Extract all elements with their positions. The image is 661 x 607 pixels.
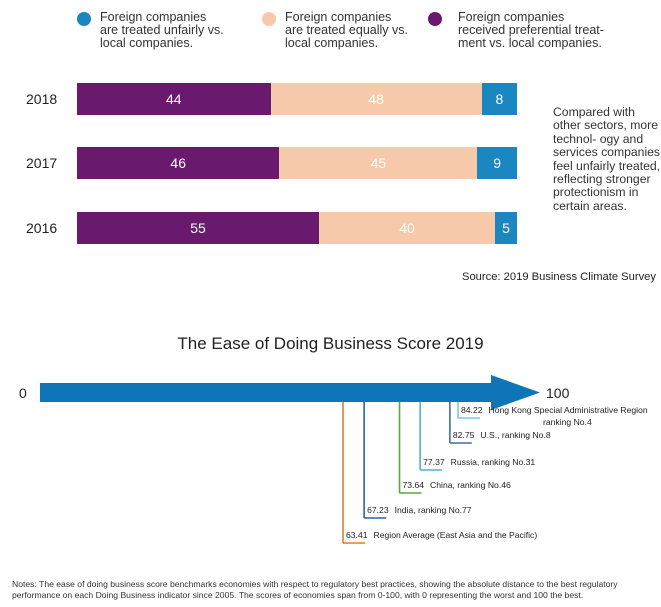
bar-value-label: 55 — [190, 220, 206, 236]
ease-chart-title: The Ease of Doing Business Score 2019 — [177, 334, 484, 353]
legend-text-line: ment vs. local companies. — [458, 36, 602, 50]
bar-segment: 48 — [270, 83, 482, 115]
bar-segment: 55 — [77, 212, 319, 244]
bar-value-label: 46 — [170, 155, 186, 171]
callout-name: Russia, ranking No.31 — [450, 457, 536, 467]
callout-name: U.S., ranking No.8 — [480, 430, 551, 440]
bar-value-label: 44 — [166, 91, 182, 107]
legend-item-preferential: Foreign companies received preferential … — [458, 11, 604, 50]
callout-value: 84.22 — [461, 405, 483, 415]
callout-value: 67.23 — [367, 505, 389, 515]
callout-name: China, ranking No.46 — [430, 480, 511, 490]
legend-text-line: local companies. — [285, 36, 379, 50]
callout-label: 77.37 Russia, ranking No.31 — [423, 457, 535, 467]
callout-value: 63.41 — [346, 530, 368, 540]
axis-min-label: 0 — [19, 385, 27, 401]
bar-value-label: 8 — [495, 91, 504, 107]
callout-label: 84.22 Hong Kong Special Administrative Re… — [461, 405, 648, 415]
legend-text-line: are treated unfairly vs. — [100, 23, 224, 37]
legend-text-line: received preferential treat- — [458, 23, 604, 37]
legend-text-line: local companies. — [100, 36, 194, 50]
bar-segment: 45 — [279, 147, 478, 179]
callout-label: 63.41 Region Average (East Asia and the P… — [346, 530, 537, 540]
legend-text-line: Foreign companies — [458, 10, 565, 24]
bar-value-label: 48 — [368, 91, 384, 107]
callout-name-line2: ranking No.4 — [543, 417, 592, 427]
callout-name: Region Average (East Asia and the Pacifi… — [373, 530, 538, 540]
ease-score-chart — [40, 375, 540, 544]
chart-note: Compared with other sectors, more techno… — [553, 105, 661, 213]
callout-value: 77.37 — [423, 457, 445, 467]
score-axis-arrow-shaft — [40, 383, 497, 402]
source-label: Source: 2019 Business Climate Survey — [461, 271, 656, 283]
score-axis-arrow-head — [491, 375, 540, 410]
bar-segment: 46 — [77, 147, 280, 179]
year-label: 2018 — [26, 91, 58, 107]
bar-segment: 8 — [481, 83, 517, 115]
axis-max-label: 100 — [546, 385, 570, 401]
footnote: Notes: The ease of doing business score … — [12, 579, 618, 600]
legend-dot-unfair — [77, 12, 91, 26]
bar-value-label: 40 — [399, 220, 415, 236]
callout-label: 82.75 U.S., ranking No.8 — [453, 430, 551, 440]
year-label: 2017 — [26, 155, 58, 171]
callout-value: 73.64 — [402, 480, 425, 490]
callout-name: India, ranking No.77 — [394, 505, 472, 515]
callout-label: 67.23 India, ranking No.77 — [367, 505, 471, 515]
year-label: 2016 — [26, 220, 58, 236]
legend-text-line: Foreign companies — [100, 10, 207, 24]
callout-name: Hong Kong Special Administrative Region — [488, 405, 648, 415]
bar-segment: 9 — [477, 147, 517, 179]
bar-segment: 44 — [77, 83, 271, 115]
bar-value-label: 9 — [493, 155, 502, 171]
legend-item-equal: Foreign companies are treated equally vs… — [285, 11, 408, 50]
bar-value-label: 5 — [502, 220, 510, 236]
callout-label: 73.64 China, ranking No.46 — [403, 480, 511, 490]
legend-text-line: are treated equally vs. — [285, 23, 408, 37]
legend-text-line: Foreign companies — [285, 10, 392, 24]
callout-value: 82.75 — [452, 430, 475, 440]
legend-dot-preferential — [428, 12, 442, 26]
bar-value-label: 45 — [370, 155, 387, 171]
legend-item-unfair: Foreign companies are treated unfairly v… — [100, 11, 224, 50]
bar-segment: 5 — [495, 212, 517, 244]
bar-segment: 40 — [319, 212, 495, 244]
legend-dot-equal — [262, 12, 276, 26]
